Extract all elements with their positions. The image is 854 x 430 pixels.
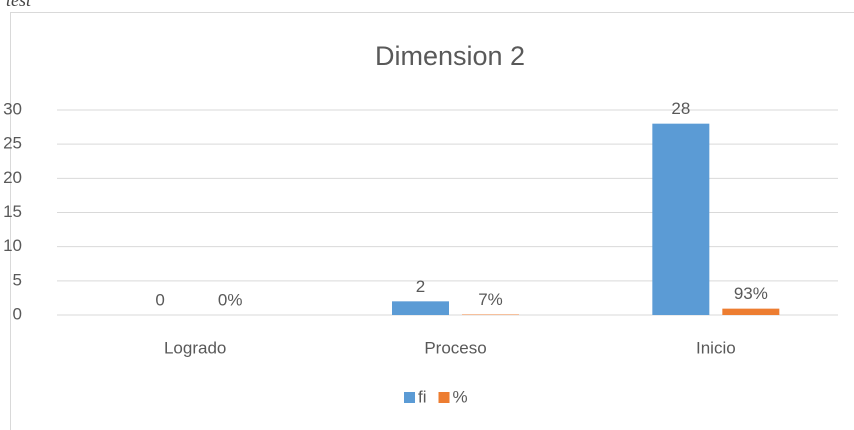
x-tick-label: Inicio: [696, 338, 736, 357]
data-label: 7%: [478, 290, 503, 309]
y-tick-label: 0: [13, 304, 22, 323]
data-label: 93%: [734, 284, 768, 303]
chart-frame: [10, 12, 854, 430]
data-label: 2: [416, 277, 425, 296]
data-label: 0: [155, 290, 164, 309]
bar: [652, 123, 710, 316]
bar: [722, 308, 780, 315]
legend-swatch: [438, 392, 450, 403]
chart-title: Dimension 2: [375, 41, 525, 71]
y-tick-label: 25: [3, 134, 22, 153]
legend-label: %: [453, 387, 468, 406]
data-label: 0%: [218, 290, 243, 309]
y-tick-label: 15: [3, 202, 22, 221]
y-tick-label: 10: [3, 236, 22, 255]
bar: [392, 301, 449, 315]
x-tick-label: Logrado: [164, 338, 226, 357]
caption: test: [6, 0, 32, 10]
data-label: 28: [671, 99, 690, 118]
x-tick-label: Proceso: [424, 338, 486, 357]
y-tick-label: 20: [3, 168, 22, 187]
legend-label: fi: [418, 387, 427, 406]
legend-swatch: [404, 392, 415, 403]
y-tick-label: 30: [3, 99, 22, 118]
y-tick-label: 5: [13, 270, 22, 289]
